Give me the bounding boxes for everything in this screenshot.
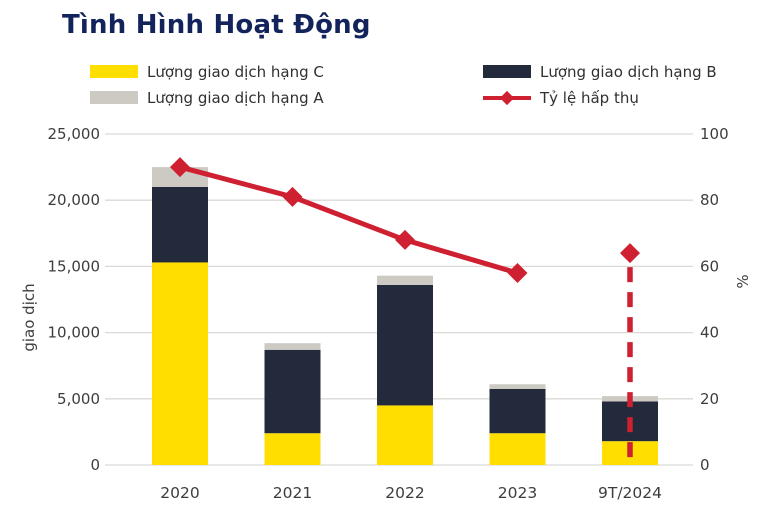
diamond-marker-icon[interactable] (395, 229, 415, 250)
legend-swatch-gray-icon (90, 91, 138, 104)
left-axis-tick-label: 15,000 (48, 257, 101, 275)
bar-segment[interactable] (264, 343, 321, 350)
bar-segment[interactable] (377, 405, 433, 465)
legend-label: Lượng giao dịch hạng C (147, 62, 324, 81)
left-axis-tick-label: 25,000 (48, 125, 101, 143)
left-axis-tick-label: 20,000 (48, 191, 101, 209)
legend-item-hang-b[interactable]: Lượng giao dịch hạng B (483, 62, 717, 81)
chart-title: Tình Hình Hoạt Động (62, 10, 371, 40)
legend-label: Tỷ lệ hấp thụ (540, 88, 639, 107)
legend-line-marker-icon (483, 90, 531, 105)
bar-segment[interactable] (152, 186, 208, 263)
legend-left-column: Lượng giao dịch hạng C Lượng giao dịch h… (90, 62, 324, 107)
right-axis-tick-label: 80 (700, 191, 719, 209)
legend-label: Lượng giao dịch hạng A (147, 88, 324, 107)
left-axis-tick-label: 5,000 (57, 390, 100, 408)
right-axis-tick-label: 60 (700, 257, 719, 275)
legend-item-hang-a[interactable]: Lượng giao dịch hạng A (90, 88, 324, 107)
right-axis-tick-label: 0 (700, 456, 710, 474)
legend-swatch-navy-icon (483, 65, 531, 78)
bar-segment[interactable] (377, 284, 433, 406)
absorption-line-group (170, 157, 640, 462)
legend-item-ty-le-hap-thu[interactable]: Tỷ lệ hấp thụ (483, 88, 717, 107)
right-axis-tick-label: 40 (700, 324, 719, 342)
diamond-marker-icon[interactable] (282, 186, 303, 207)
left-axis-title: giao dịch (20, 283, 38, 351)
right-axis-tick-label: 100 (700, 125, 729, 143)
bar-segment[interactable] (489, 384, 546, 389)
x-axis-category-label: 2022 (385, 484, 424, 502)
bar-segment[interactable] (489, 433, 546, 465)
bar-segment[interactable] (264, 433, 321, 465)
absorption-line[interactable] (177, 164, 520, 276)
x-axis-category-label: 2023 (498, 484, 537, 502)
right-axis-tick-label: 20 (700, 390, 719, 408)
bar-segment[interactable] (489, 388, 546, 434)
bar-segment[interactable] (264, 349, 321, 434)
legend-label: Lượng giao dịch hạng B (540, 62, 717, 81)
x-axis-category-label: 9T/2024 (598, 484, 662, 502)
legend-item-hang-c[interactable]: Lượng giao dịch hạng C (90, 62, 324, 81)
left-axis-tick-label: 0 (90, 456, 100, 474)
right-axis-title: % (734, 274, 752, 288)
bar-segment[interactable] (152, 262, 208, 465)
legend-swatch-yellow-icon (90, 65, 138, 78)
diamond-marker-icon[interactable] (170, 157, 190, 178)
bar-segment[interactable] (377, 275, 433, 285)
x-axis-category-label: 2021 (273, 484, 312, 502)
diamond-marker-icon[interactable] (507, 263, 528, 284)
bars-group: 2020 2021 2022 2023 9T/2024 (152, 167, 662, 502)
legend-right-column: Lượng giao dịch hạng B Tỷ lệ hấp thụ (483, 62, 717, 107)
x-axis-category-label: 2020 (160, 484, 199, 502)
left-axis-tick-label: 10,000 (48, 324, 101, 342)
diamond-marker-icon[interactable] (620, 243, 640, 264)
